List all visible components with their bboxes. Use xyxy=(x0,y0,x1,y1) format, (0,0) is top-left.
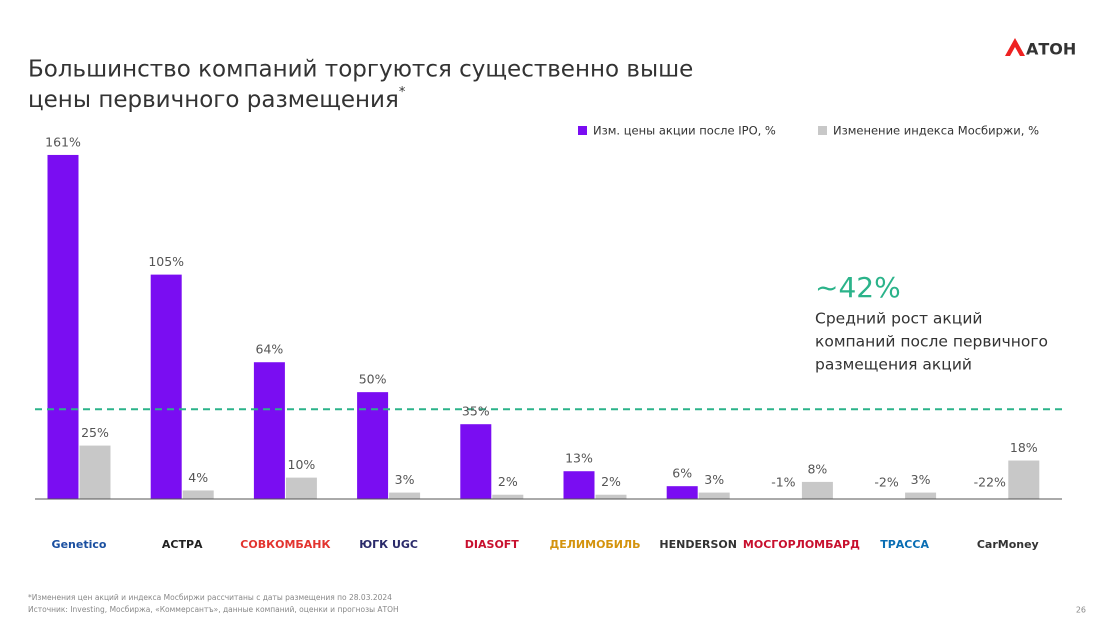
footnote: *Изменения цен акций и индекса Мосбиржи … xyxy=(28,593,392,602)
bar xyxy=(905,492,937,499)
data-label: 4% xyxy=(188,470,208,485)
bar xyxy=(357,392,389,499)
data-label: -22% xyxy=(974,475,1006,490)
data-label: 3% xyxy=(911,472,931,487)
reference-description: компаний после первичного xyxy=(815,333,1048,351)
data-label: 64% xyxy=(256,342,284,357)
bar xyxy=(150,274,182,499)
bars xyxy=(47,154,1040,503)
category-logo: DIASOFT xyxy=(465,538,520,551)
page-number: 26 xyxy=(1076,606,1086,615)
data-label: 8% xyxy=(807,461,827,476)
data-label: 18% xyxy=(1010,440,1038,455)
data-label: 25% xyxy=(81,425,109,440)
data-label: 10% xyxy=(288,457,316,472)
category-logo: ДЕЛИМОБИЛЬ xyxy=(549,538,640,551)
data-label: -1% xyxy=(771,475,795,490)
bar xyxy=(460,424,492,499)
bar xyxy=(253,362,285,499)
category-logo: ТРАССА xyxy=(880,538,929,551)
data-label: 3% xyxy=(395,472,415,487)
brand: АТОН xyxy=(1026,40,1076,59)
legend-swatch xyxy=(818,126,827,135)
title-line: Большинство компаний торгуются существен… xyxy=(28,57,693,83)
bar xyxy=(492,494,524,499)
data-label: 161% xyxy=(45,134,81,149)
category-logo: Genetico xyxy=(52,538,107,551)
bar xyxy=(79,445,111,499)
bar xyxy=(389,492,421,499)
category-logo: СОВКОМБАНК xyxy=(240,538,330,551)
category-logo: CarMoney xyxy=(977,538,1039,551)
title-line: цены первичного размещения* xyxy=(28,85,406,113)
bar xyxy=(801,481,833,499)
data-label: 6% xyxy=(672,466,692,481)
reference-label: ~42% xyxy=(815,271,901,304)
title-text: цены первичного размещения xyxy=(28,87,399,113)
data-label: 3% xyxy=(704,472,724,487)
bar xyxy=(666,486,698,499)
bar xyxy=(563,471,595,499)
data-label: 50% xyxy=(359,372,387,387)
bar xyxy=(1008,460,1040,499)
bar xyxy=(285,477,317,499)
reference-description: Средний рост акций xyxy=(815,310,982,328)
data-label: 105% xyxy=(148,254,184,269)
data-label: 35% xyxy=(462,404,490,419)
bar xyxy=(595,494,627,499)
data-label: 13% xyxy=(565,451,593,466)
bar xyxy=(182,490,214,499)
bar xyxy=(47,154,79,499)
source: Источник: Investing, Мосбиржа, «Коммерса… xyxy=(28,605,399,614)
reference-description: размещения акций xyxy=(815,356,972,374)
legend-label: Изменение индекса Мосбиржи, % xyxy=(833,124,1039,138)
category-logo: HENDERSON xyxy=(659,538,737,551)
data-label: 2% xyxy=(498,474,518,489)
bar xyxy=(873,499,904,503)
data-label: -2% xyxy=(874,475,898,490)
category-logo: ЮГК UGC xyxy=(359,538,418,551)
category-logo: МОСГОРЛОМБАРД xyxy=(743,538,860,551)
bar xyxy=(698,492,730,499)
legend-label: Изм. цены акции после IPO, % xyxy=(593,124,776,138)
category-logo: АСТРА xyxy=(162,538,203,551)
title-note-mark: * xyxy=(399,85,406,100)
legend-swatch xyxy=(578,126,587,135)
brand-icon xyxy=(1005,38,1025,56)
data-label: 2% xyxy=(601,474,621,489)
